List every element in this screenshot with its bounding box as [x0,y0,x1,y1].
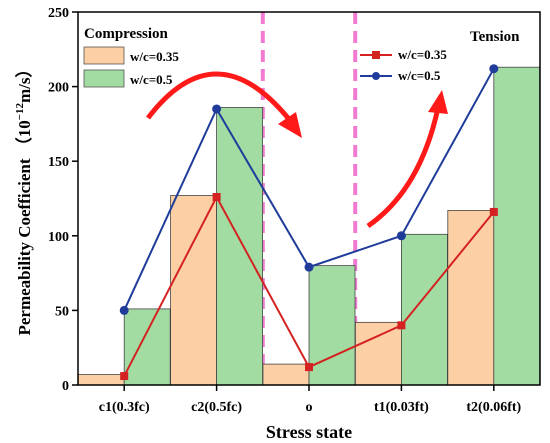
point-s0-0 [120,372,129,381]
point-s0-4 [489,207,498,216]
legend-marker-035 [372,51,380,59]
tension-label: Tension [470,29,520,45]
point-s1-3 [396,231,406,241]
bar-s1-4 [493,66,541,386]
y-axis-title-unit: m/s） [14,60,34,103]
bar-s1-3 [400,233,448,386]
legend-swatch-bar-035 [83,46,125,65]
tension-arrow-icon [366,107,441,229]
y-tick-label-2: 100 [48,230,69,245]
legend-label-bar-05: w/c=0.5 [130,72,173,87]
x-tick-label-0: c1(0.3fc) [99,400,150,415]
x-axis-title: Stress state [266,422,352,442]
point-s1-1 [212,104,222,114]
bar-series [77,66,541,386]
bar-s0-3 [354,321,402,386]
legend-label-line-05: w/c=0.5 [398,68,441,83]
y-tick-label-1: 50 [55,304,69,319]
y-tick-label-5: 250 [48,6,69,21]
bar-legend: w/c=0.35 w/c=0.5 [83,46,179,88]
point-s0-3 [397,321,406,330]
y-tick-label-3: 150 [48,155,69,170]
point-s0-2 [305,363,313,372]
compression-label: Compression [84,26,169,42]
point-s1-4 [489,64,499,74]
compression-arrow-icon [146,71,290,120]
line-series [119,64,499,381]
trend-arrows [146,71,448,229]
line-legend: w/c=0.35 w/c=0.5 [360,47,447,83]
legend-label-line-035: w/c=0.35 [398,47,447,62]
bar-s0-1 [170,195,218,386]
bar-s1-0 [123,308,171,386]
x-tick-label-1: c2(0.5fc) [191,400,242,415]
y-axis-title-exponent: −12 [14,102,26,120]
legend-swatch-bar-05 [83,69,125,88]
y-axis-title-main: Permeability Coefficient （10 [14,120,34,335]
axes: 0 50 100 150 200 250 c1(0.3fc) c2(0.5fc) o t1(0.0… [48,6,522,415]
legend-label-bar-035: w/c=0.35 [130,49,179,64]
y-tick-label-4: 200 [48,81,69,96]
bar-s0-4 [447,210,495,386]
bar-s0-0 [77,374,125,386]
y-tick-label-0: 0 [62,379,69,394]
point-s1-0 [119,305,129,315]
x-tick-label-4: t2(0.06ft) [466,400,521,415]
legend-marker-05 [372,72,380,80]
bar-s1-2 [308,265,356,386]
compression-arrowhead-icon [278,112,302,138]
point-s0-1 [212,193,221,202]
tension-arrowhead-icon [428,90,448,114]
x-tick-label-3: t1(0.03ft) [374,400,429,415]
point-s1-2 [304,262,314,272]
bar-s0-2 [262,363,310,386]
x-tick-label-2: o [306,400,313,415]
y-axis-title: Permeability Coefficient （10−12m/s） [14,60,34,335]
